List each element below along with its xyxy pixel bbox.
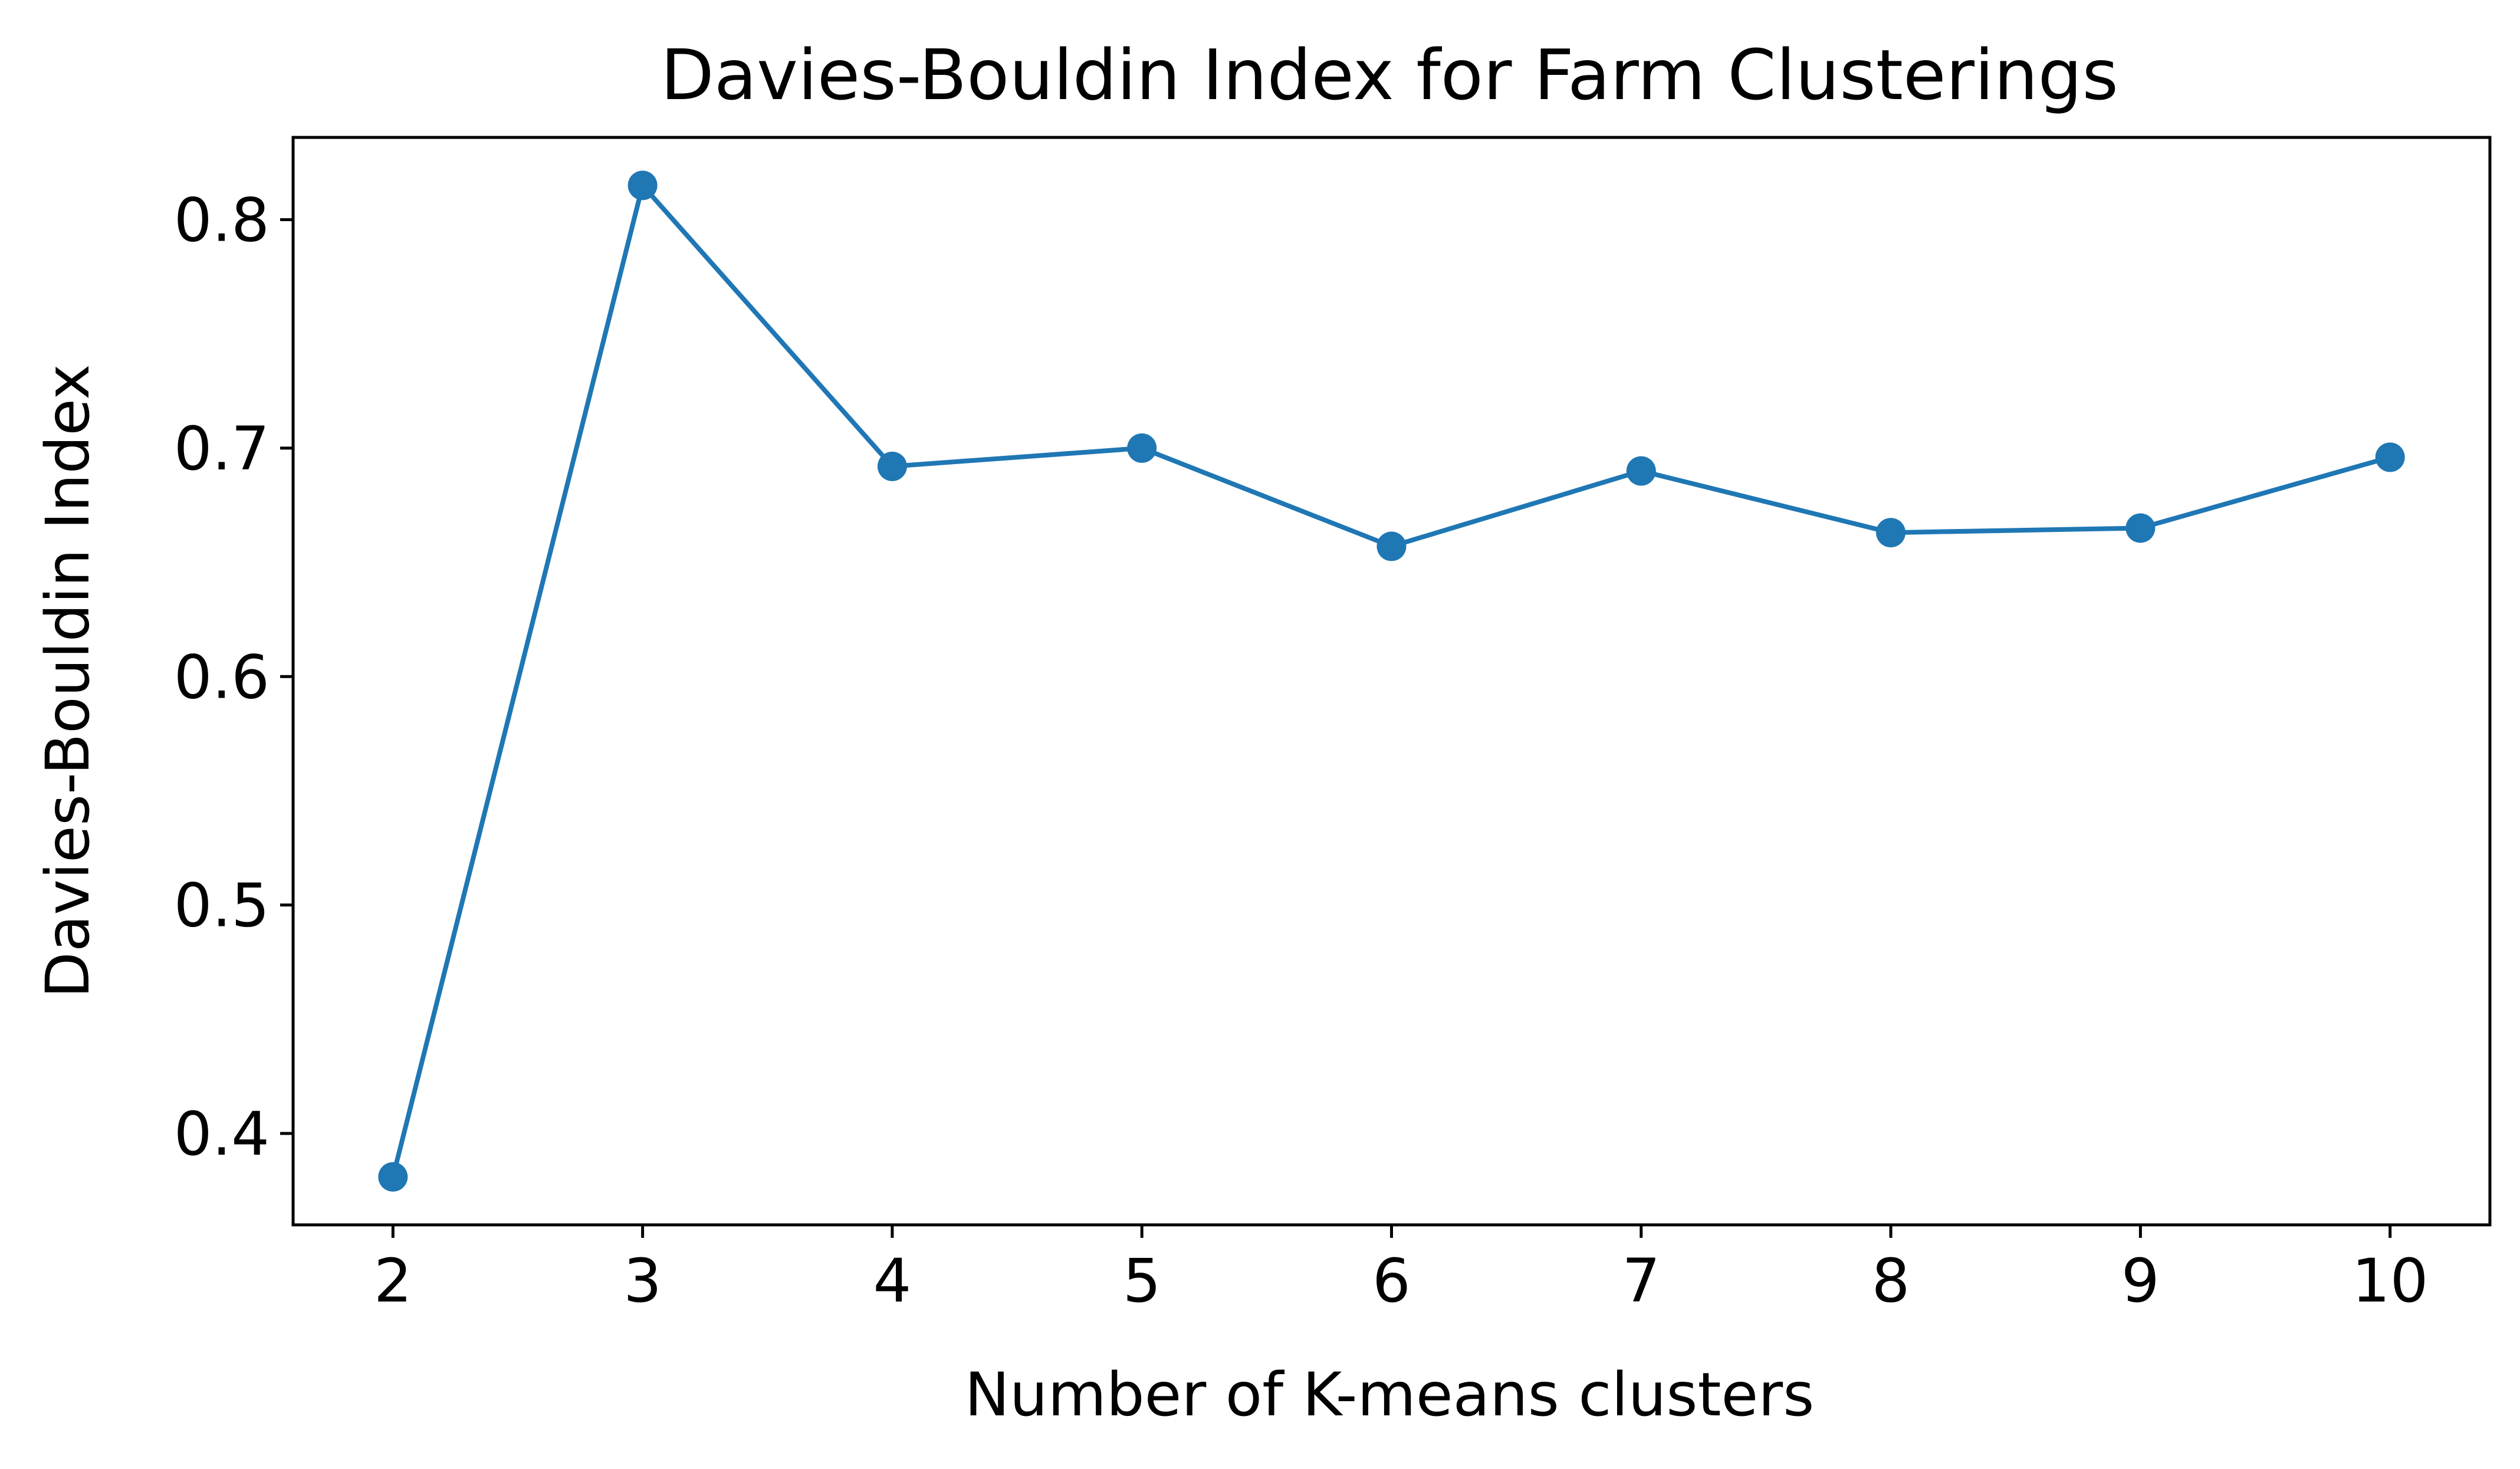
x-tick-label: 4 (873, 1246, 911, 1316)
x-tick-label: 2 (374, 1246, 412, 1316)
plot-area: 2 3 4 5 6 7 8 9 10 0.4 0.5 0.6 0.7 0.8 (174, 136, 2492, 1316)
x-tick-label: 9 (2121, 1246, 2160, 1316)
x-tick-label: 7 (1622, 1246, 1660, 1316)
y-axis-ticks: 0.4 0.5 0.6 0.7 0.8 (174, 185, 293, 1169)
data-point (1626, 456, 1656, 486)
x-tick-label: 3 (623, 1246, 662, 1316)
series-layer (378, 170, 2405, 1192)
x-tick-label: 6 (1372, 1246, 1411, 1316)
y-tick-label: 0.6 (174, 642, 270, 712)
y-tick-label: 0.4 (174, 1099, 270, 1169)
data-point (877, 451, 907, 481)
y-tick-label: 0.8 (174, 185, 270, 255)
data-point (1127, 433, 1157, 463)
data-point (378, 1162, 408, 1192)
data-point (627, 170, 658, 201)
y-tick-label: 0.5 (174, 871, 270, 941)
chart-title: Davies-Bouldin Index for Farm Clustering… (661, 34, 2118, 116)
y-tick-label: 0.7 (174, 414, 270, 484)
data-point (2125, 513, 2156, 543)
y-axis-label: Davies-Bouldin Index (33, 364, 103, 998)
data-point (1876, 518, 1906, 548)
x-axis-ticks: 2 3 4 5 6 7 8 9 10 (374, 1225, 2429, 1316)
data-point (1376, 531, 1407, 561)
x-tick-label: 8 (1872, 1246, 1910, 1316)
x-tick-label: 10 (2352, 1246, 2429, 1316)
x-tick-label: 5 (1123, 1246, 1161, 1316)
data-point (2375, 442, 2405, 472)
x-axis-label: Number of K-means clusters (965, 1360, 1815, 1430)
